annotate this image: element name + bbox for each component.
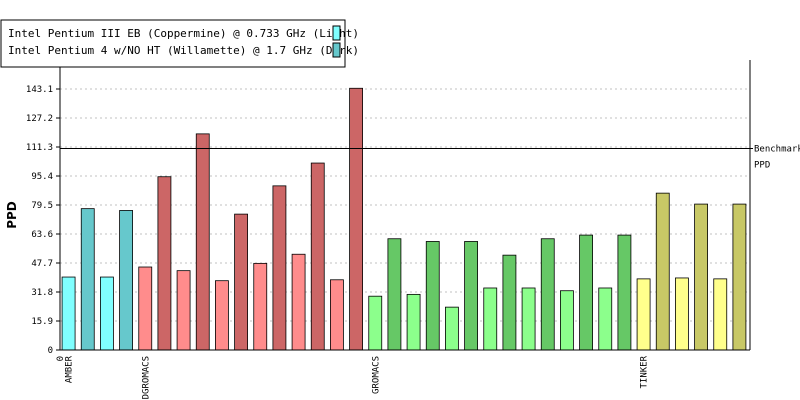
bar — [310, 162, 325, 351]
bar — [694, 203, 708, 351]
bar — [464, 241, 478, 351]
bar — [349, 87, 363, 351]
legend: Intel Pentium III EB (Coppermine) @ 0.73… — [0, 19, 359, 68]
bar — [291, 253, 306, 351]
bar — [215, 280, 229, 351]
x-tick-label: GROMACS — [371, 356, 381, 394]
bar — [61, 276, 76, 351]
bar — [540, 238, 555, 351]
y-tick-label: 15.9 — [31, 317, 53, 327]
benchmark: Benchmark PPD — [60, 144, 800, 170]
y-tick-label: 31.8 — [31, 288, 53, 298]
bar — [483, 287, 498, 351]
bar — [636, 278, 651, 351]
bar — [234, 213, 248, 351]
bar — [387, 238, 402, 351]
bar — [579, 234, 593, 351]
bars — [61, 87, 747, 351]
bar — [675, 277, 689, 351]
y-tick-label: 95.4 — [31, 172, 53, 182]
y-tick-label: 0 — [48, 346, 53, 356]
bar — [253, 262, 268, 351]
bar — [100, 276, 114, 351]
y-tick-label: 143.1 — [26, 85, 53, 95]
legend-swatch — [332, 25, 341, 41]
bar — [732, 203, 747, 351]
bar — [272, 185, 287, 351]
bar — [655, 192, 670, 351]
bar — [176, 270, 191, 351]
bar — [157, 176, 172, 351]
benchmark-label: Benchmark — [754, 144, 800, 154]
bar — [119, 210, 133, 351]
legend-box — [0, 19, 346, 68]
bar — [330, 279, 344, 351]
bar — [445, 306, 459, 351]
bar — [713, 278, 728, 351]
x-tick-label: DGROMACS — [141, 356, 151, 399]
x-tick-label: AMBER — [65, 355, 75, 383]
y-tick-label: 127.2 — [26, 114, 53, 124]
bar — [138, 266, 153, 351]
y-axis-label: PPD — [5, 201, 19, 229]
bar — [406, 293, 421, 351]
grid-lines — [60, 88, 750, 322]
benchmark-label-unit: PPD — [754, 160, 770, 170]
bar — [80, 208, 95, 351]
bar — [521, 287, 536, 351]
legend-label: Intel Pentium 4 w/NO HT (Willamette) @ 1… — [8, 44, 359, 57]
bar — [617, 234, 632, 351]
y-tick-label: 79.5 — [31, 201, 53, 211]
y-tick-label: 63.6 — [31, 230, 53, 240]
x-tick-label: 0 — [56, 356, 66, 361]
x-tick-label: TINKER — [640, 355, 650, 388]
y-tick-label: 111.3 — [26, 143, 53, 153]
bar — [368, 295, 383, 351]
bar — [195, 133, 210, 351]
y-tick-label: 47.7 — [31, 259, 53, 269]
legend-label: Intel Pentium III EB (Coppermine) @ 0.73… — [8, 27, 359, 40]
bar — [502, 254, 517, 351]
bar — [425, 241, 440, 351]
bar — [598, 287, 613, 351]
y-axis: 0 15.9 31.8 47.7 63.6 79.5 95.4 111.3 127.2 143.1 — [26, 59, 751, 356]
bar — [560, 290, 574, 351]
legend-swatch — [332, 42, 341, 58]
